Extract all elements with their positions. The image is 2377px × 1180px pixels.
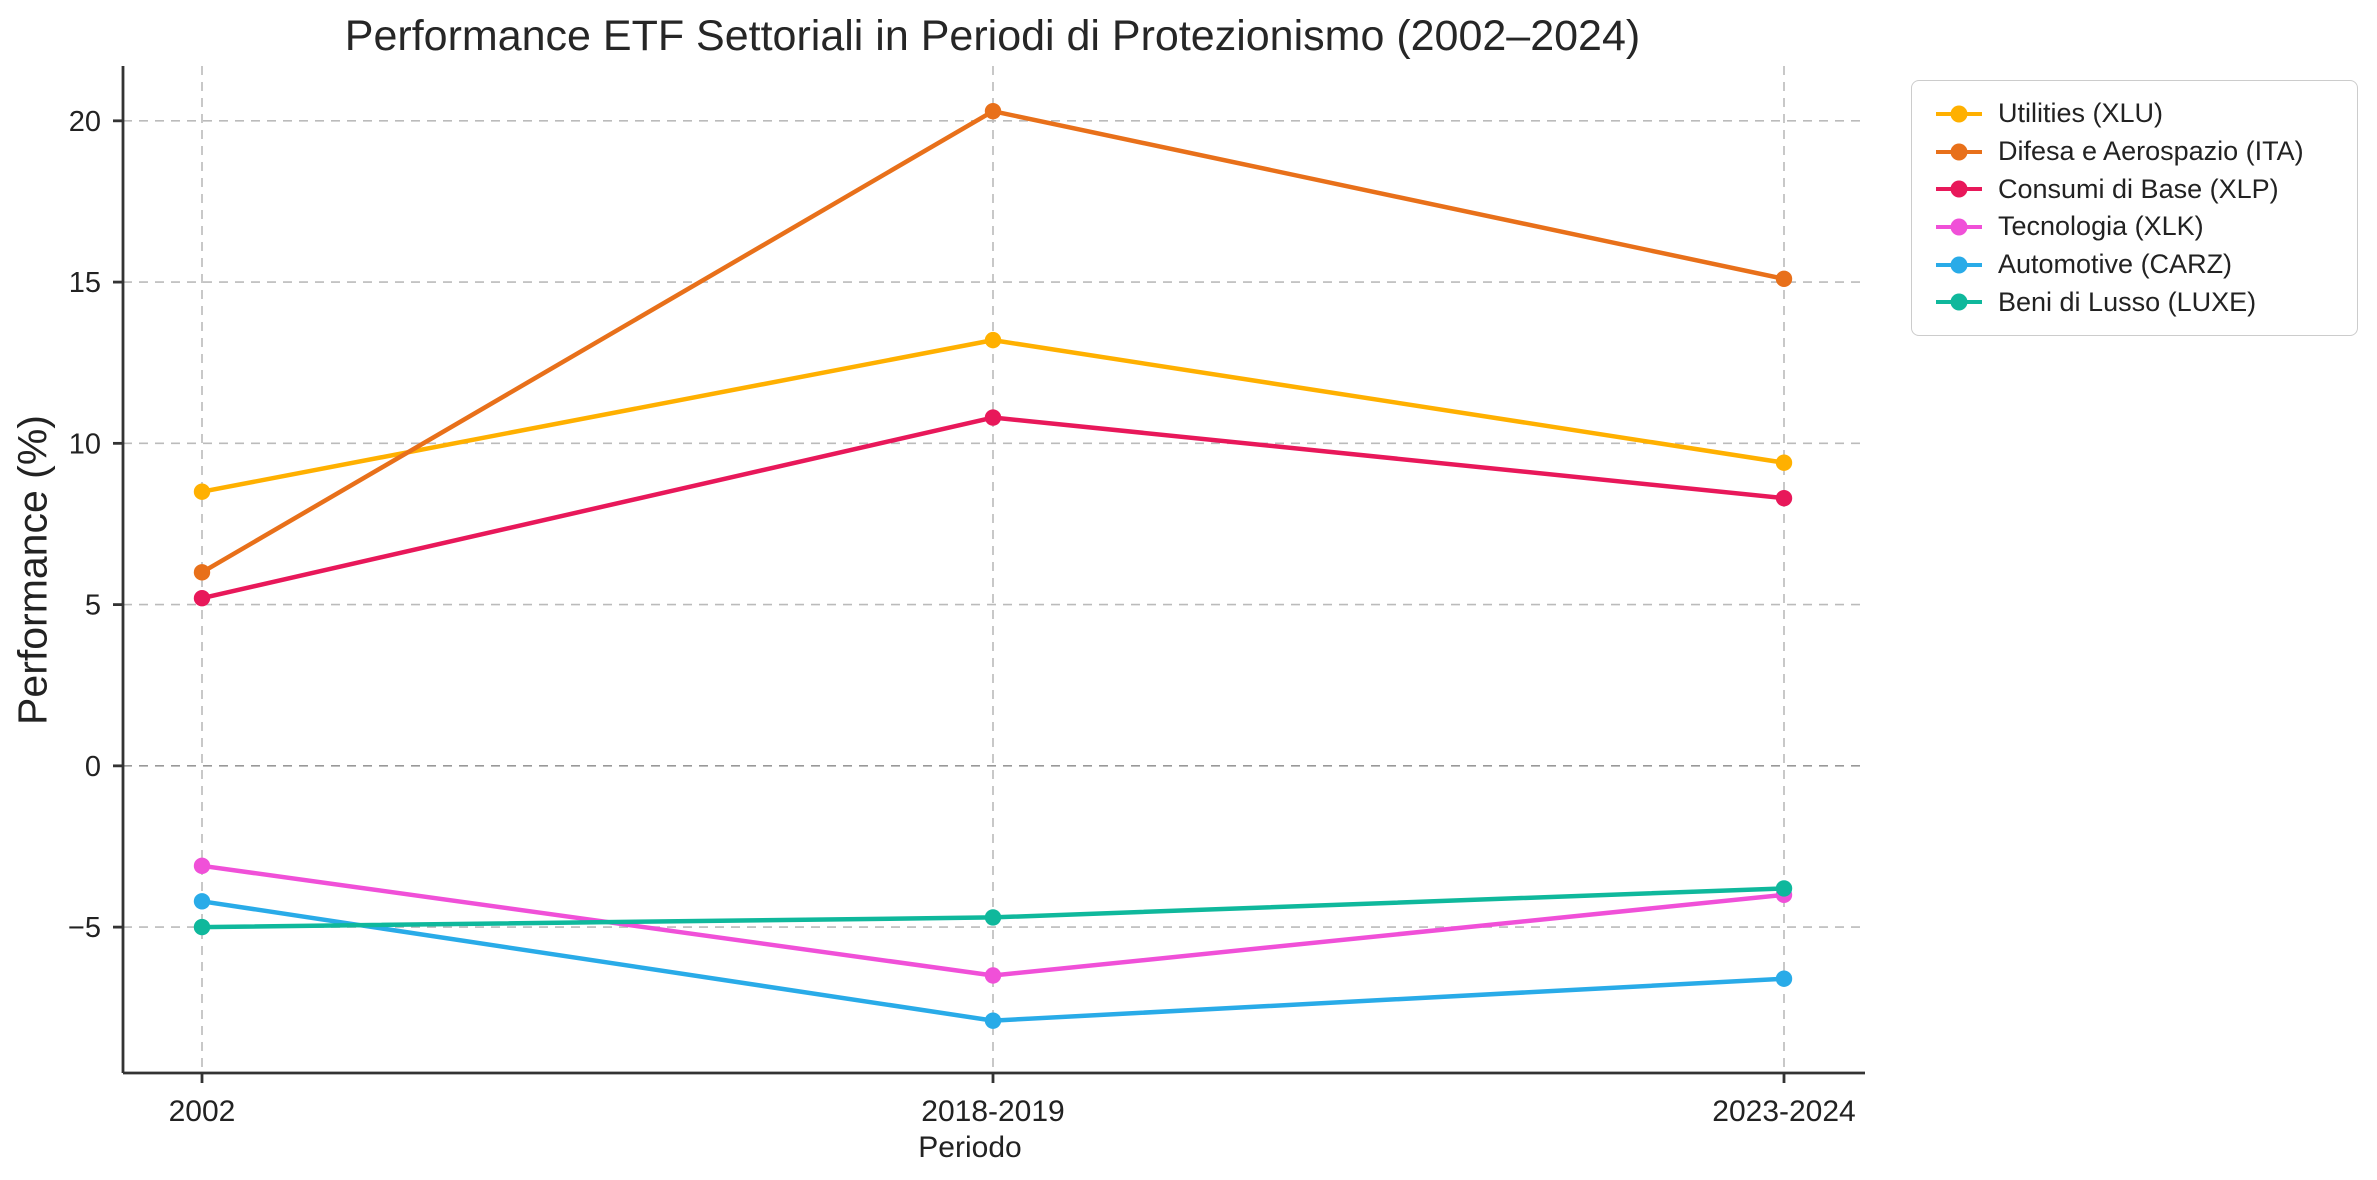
svg-text:5: 5 — [85, 590, 101, 622]
svg-text:10: 10 — [69, 428, 101, 460]
svg-text:15: 15 — [69, 267, 101, 299]
svg-text:2023-2024: 2023-2024 — [1712, 1095, 1855, 1128]
svg-text:2002: 2002 — [169, 1095, 236, 1128]
svg-text:20: 20 — [69, 106, 101, 138]
svg-text:−5: −5 — [68, 912, 101, 944]
svg-text:0: 0 — [85, 751, 101, 783]
svg-text:2018-2019: 2018-2019 — [921, 1095, 1064, 1128]
